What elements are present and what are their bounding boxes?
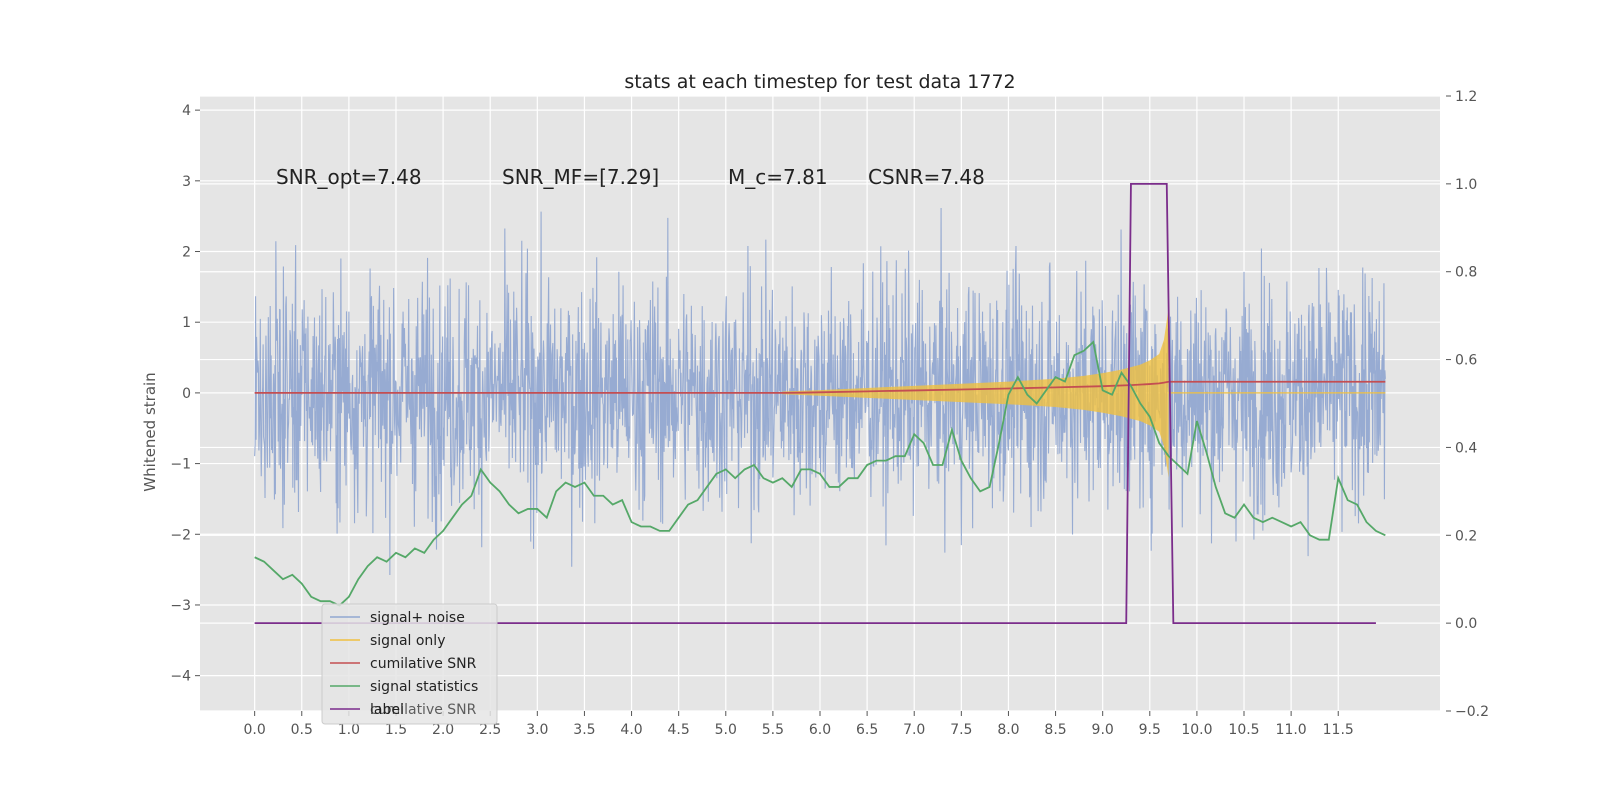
y-axis-label: Whitened strain (141, 372, 159, 491)
x-tick-label: 1.0 (338, 722, 360, 738)
annotation-mc: M_c=7.81 (728, 165, 828, 189)
chart-title: stats at each timestep for test data 177… (624, 71, 1015, 93)
legend-label-signal-noise: signal+ noise (370, 610, 465, 626)
x-tick-label: 8.0 (997, 722, 1019, 738)
series-cumulative-snr (254, 380, 1386, 394)
annotation-snr-mf: SNR_MF=[7.29] (502, 165, 659, 189)
x-tick-label: 10.0 (1181, 722, 1212, 738)
y2-tick-label: 0.2 (1455, 528, 1477, 544)
y-tick-label: −4 (170, 669, 191, 685)
x-tick-label: 6.0 (809, 722, 831, 738)
legend-label-cumulative-snr: cumilative SNR (370, 656, 477, 672)
legend-label-signal-only: signal only (370, 633, 445, 649)
label-line (254, 182, 1376, 625)
series-signal-only (782, 308, 1386, 478)
annotation-csnr: CSNR=7.48 (868, 165, 985, 189)
legend: signal+ noise signal only cumilative SNR… (321, 603, 498, 725)
series-label (254, 182, 1376, 625)
x-tick-label: 4.0 (620, 722, 642, 738)
signal-statistics-line (254, 340, 1386, 607)
x-tick-label: 9.5 (1139, 722, 1161, 738)
y-tick-label: −1 (170, 457, 191, 473)
x-tick-label: 11.5 (1323, 722, 1354, 738)
y2-tick-label: 0.4 (1455, 440, 1477, 456)
x-tick-label: 6.5 (856, 722, 878, 738)
legend-box (321, 603, 498, 725)
x-tick-label: 10.5 (1228, 722, 1259, 738)
x-tick-label: 5.0 (715, 722, 737, 738)
y-tick-label: −2 (170, 527, 191, 543)
y2-tick-label: −0.2 (1455, 704, 1489, 720)
x-tick-label: 3.0 (526, 722, 548, 738)
y-tick-label: 2 (182, 245, 191, 261)
annotation-snr-opt: SNR_opt=7.48 (276, 165, 422, 189)
x-tick-label: 2.0 (432, 722, 454, 738)
y2-tick-label: 0.6 (1455, 353, 1477, 369)
x-tick-label: 3.5 (573, 722, 595, 738)
x-tick-label: 4.5 (668, 722, 690, 738)
series-signal-statistics (254, 340, 1386, 607)
legend-ghost-label: cumilative SNR (370, 702, 477, 718)
y-tick-label: 3 (182, 174, 191, 190)
x-tick-label: 9.0 (1092, 722, 1114, 738)
x-tick-label: 0.5 (291, 722, 313, 738)
y-tick-label: 0 (182, 386, 191, 402)
x-tick-label: 8.5 (1044, 722, 1066, 738)
legend-label-label: label (370, 702, 404, 718)
cumulative-snr-line (254, 380, 1386, 394)
axes: 0.0 0.5 1.0 1.5 2.0 2.5 3.0 3.5 4.0 4.5 5.0 5.5 6.0 6… (170, 89, 1489, 738)
x-tick-label: 7.5 (950, 722, 972, 738)
y2-tick-label: 0.0 (1455, 616, 1477, 632)
x-tick-label: 7.0 (903, 722, 925, 738)
x-tick-label: 11.0 (1276, 722, 1307, 738)
x-tick-label: 2.5 (479, 722, 501, 738)
y-tick-label: 4 (182, 103, 191, 119)
legend-label-signal-statistics: signal statistics (370, 679, 478, 695)
x-tick-label: 1.5 (385, 722, 407, 738)
x-tick-label: 5.5 (762, 722, 784, 738)
y-tick-label: 1 (182, 315, 191, 331)
y2-tick-label: 0.8 (1455, 265, 1477, 281)
y-tick-label: −3 (170, 598, 191, 614)
x-tick-label: 0.0 (244, 722, 266, 738)
y2-tick-label: 1.0 (1455, 177, 1477, 193)
y2-tick-label: 1.2 (1455, 89, 1477, 105)
signal-only-envelope (782, 308, 1169, 478)
